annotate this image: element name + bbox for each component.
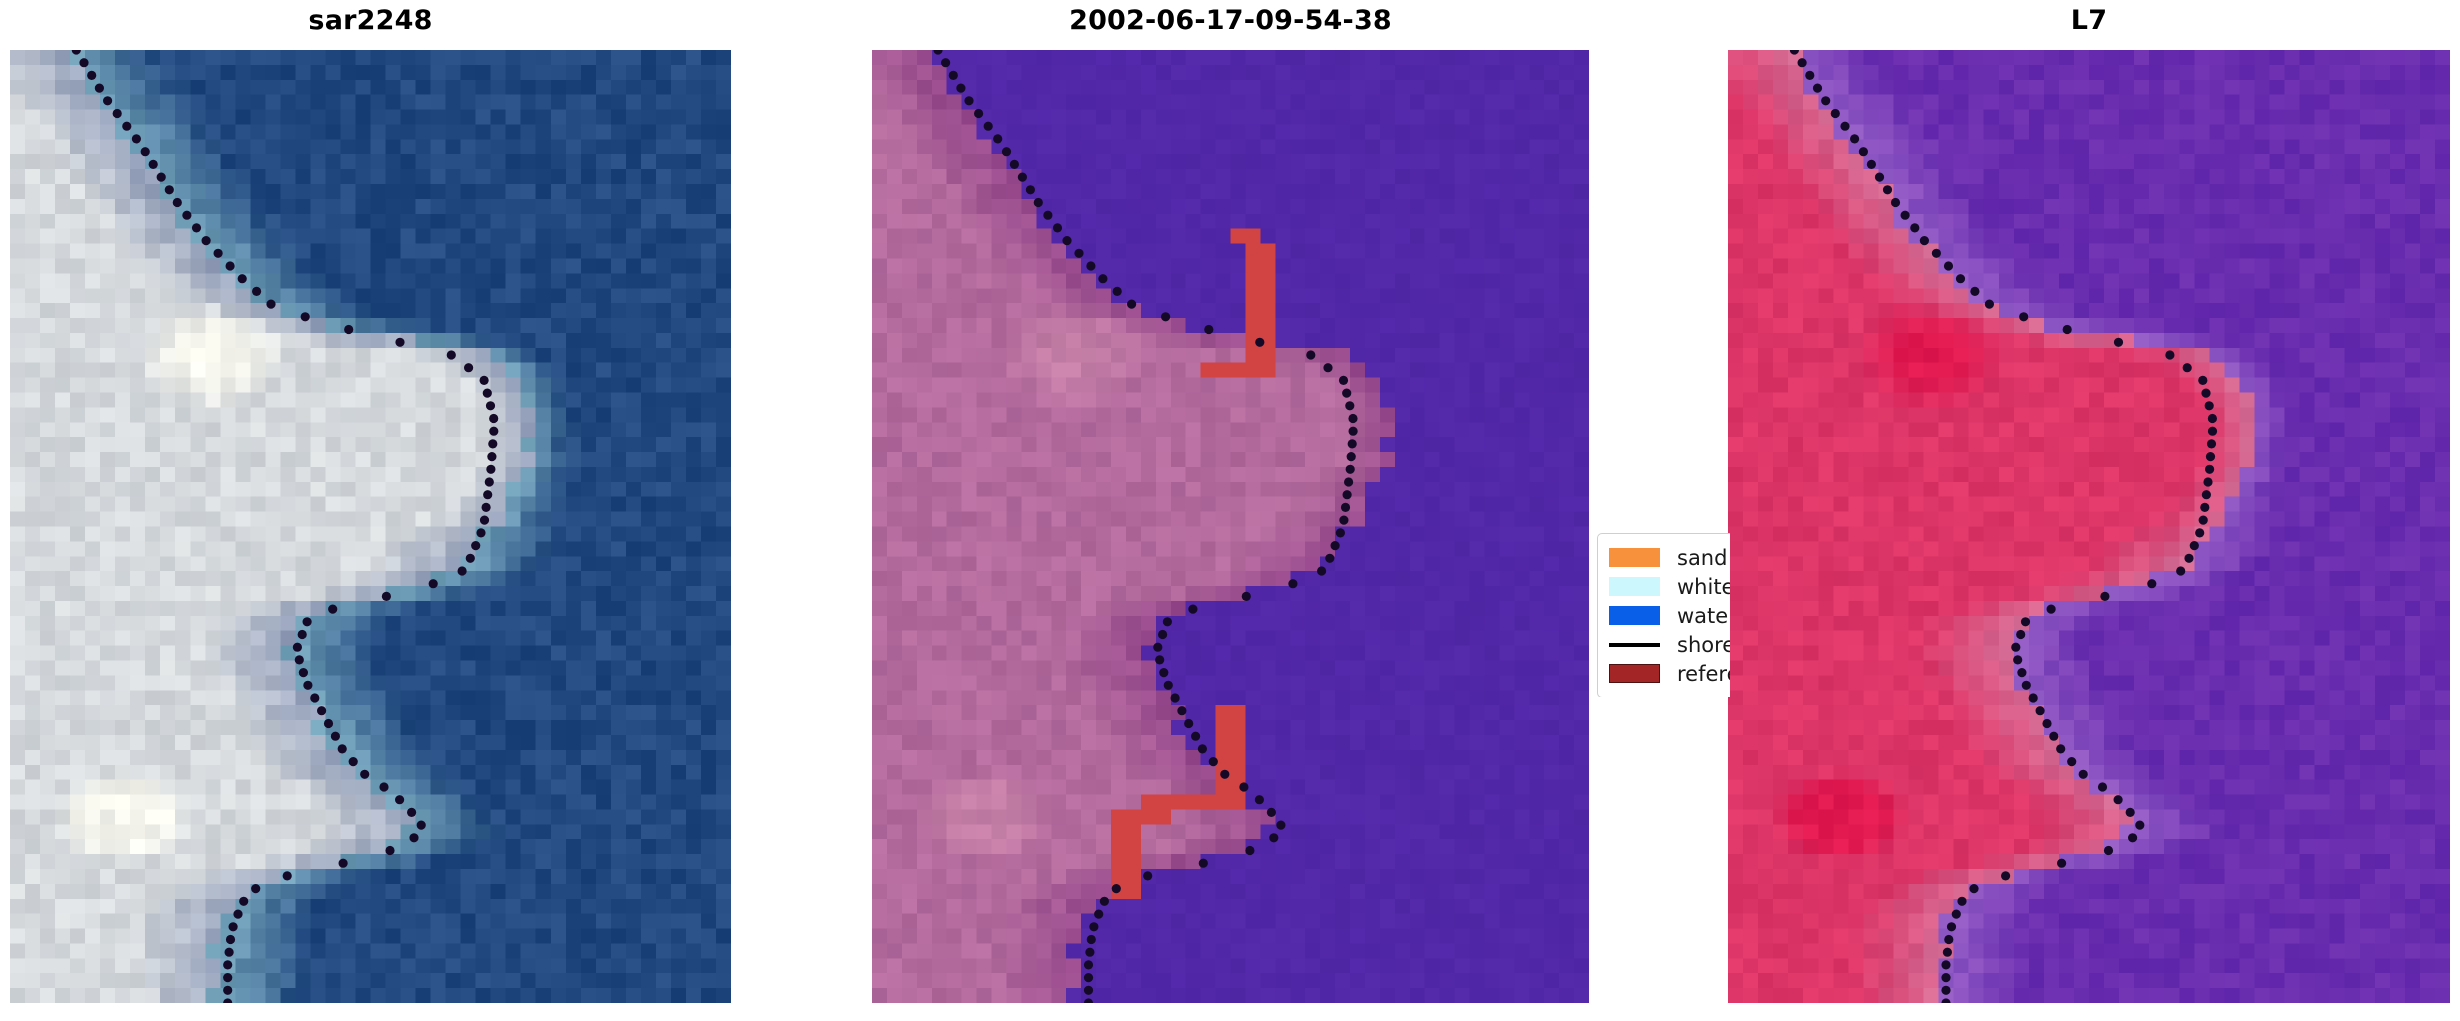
shoreline-overlay <box>71 50 499 1003</box>
panel-classified-image[interactable] <box>872 50 1589 1003</box>
panel-l7-image[interactable] <box>1728 50 2450 1003</box>
legend-item-shoreline[interactable]: shoreline <box>1609 630 1730 659</box>
legend-label-shoreline: shoreline <box>1677 632 1730 657</box>
legend-item-water[interactable]: water <box>1609 601 1730 630</box>
panel-sar-image[interactable] <box>10 50 731 1003</box>
sand-swatch-icon <box>1609 548 1660 567</box>
legend-item-reference[interactable]: reference shoreline <box>1609 659 1730 688</box>
water-swatch-icon <box>1609 606 1660 625</box>
shoreline-line-icon <box>1609 635 1660 654</box>
legend-clip-region: sand whitewater water shoreline referenc… <box>1597 533 1730 697</box>
legend-label-whitewater: whitewater <box>1677 574 1730 599</box>
panel-title-l7: L7 <box>2070 5 2108 36</box>
shoreline-overlay <box>933 50 1358 1003</box>
panel-title-sar: sar2248 <box>308 5 433 36</box>
legend-label-reference: reference shoreline <box>1677 661 1730 686</box>
legend-item-whitewater[interactable]: whitewater <box>1609 572 1730 601</box>
legend[interactable]: sand whitewater water shoreline referenc… <box>1597 533 1730 697</box>
legend-label-water: water <box>1677 603 1730 628</box>
legend-label-sand: sand <box>1677 545 1728 570</box>
shoreline-overlay <box>1789 50 2218 1003</box>
whitewater-swatch-icon <box>1609 577 1660 596</box>
reference-swatch-icon <box>1609 664 1660 683</box>
panel-title-classified: 2002-06-17-09-54-38 <box>1069 5 1392 36</box>
legend-item-sand[interactable]: sand <box>1609 543 1730 572</box>
